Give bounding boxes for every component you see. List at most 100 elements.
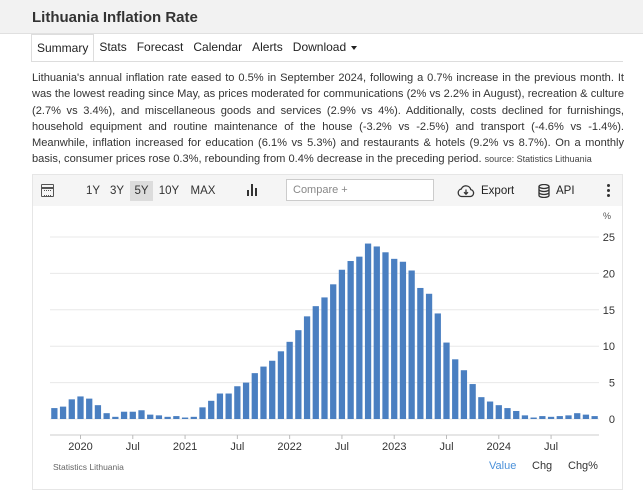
tab-summary[interactable]: Summary: [31, 34, 95, 62]
y-tick-label: 5: [609, 378, 615, 390]
y-axis-unit: %: [603, 211, 611, 221]
chart-bar: [347, 261, 354, 419]
x-tick-label: 2020: [68, 441, 92, 453]
tab-download[interactable]: Download: [288, 34, 362, 62]
x-tick-label: Jul: [126, 441, 140, 453]
chart-bar: [286, 341, 293, 419]
chart-bar: [513, 410, 520, 419]
chart-bar: [225, 393, 232, 419]
database-icon: [538, 183, 550, 198]
compare-input[interactable]: Compare +: [286, 179, 434, 201]
chart-bar: [242, 382, 250, 419]
chart-toolbar: 1Y 3Y 5Y 10Y MAX Compare + Export API: [33, 175, 622, 206]
chart-bar: [425, 293, 433, 419]
tab-divider: [31, 61, 623, 62]
summary-source: source: Statistics Lithuania: [484, 154, 592, 165]
x-tick-label: 2023: [382, 441, 406, 453]
tab-bar: Summary Stats Forecast Calendar Alerts D…: [31, 34, 362, 62]
chart-bar: [547, 416, 555, 419]
chart-bar: [521, 415, 529, 419]
view-chg-button[interactable]: Chg: [532, 460, 553, 472]
chart-bar: [495, 405, 502, 419]
summary-paragraph: Lithuania's annual inflation rate eased …: [32, 72, 624, 166]
range-max[interactable]: MAX: [190, 185, 216, 197]
chart-bar: [356, 256, 363, 419]
range-1y[interactable]: 1Y: [85, 185, 101, 197]
chart-bar: [68, 399, 75, 419]
chart-bar: [120, 411, 128, 419]
chart-bar: [556, 416, 563, 419]
chart-bar: [251, 373, 258, 419]
range-10y[interactable]: 10Y: [158, 185, 180, 197]
chart-bar: [173, 416, 180, 419]
chart-bar: [330, 284, 337, 419]
chart-bar: [312, 306, 319, 419]
tab-alerts[interactable]: Alerts: [252, 40, 283, 54]
chart-bar: [486, 401, 494, 419]
inflation-bar-chart: % 0 5 10 15 20 25 2020 Jul 2021 Jul 2022 Jul 2023 Jul 2…: [50, 211, 615, 453]
x-tick-label: 2024: [487, 441, 511, 453]
export-label: Export: [481, 185, 515, 197]
chart-bar: [530, 417, 537, 419]
title-bar: Lithuania Inflation Rate: [0, 0, 643, 34]
y-tick-label: 10: [603, 341, 615, 353]
chart-bar: [269, 360, 276, 419]
y-tick-label: 15: [603, 305, 615, 317]
chart-bar: [234, 386, 241, 419]
cloud-download-icon: [457, 185, 475, 198]
chart-bar: [504, 408, 511, 419]
chart-bar: [112, 416, 119, 419]
chart-bar: [460, 370, 468, 419]
chart-bar: [338, 269, 346, 419]
chart-bar: [77, 396, 84, 419]
chart-bar: [147, 414, 154, 419]
api-button[interactable]: API: [538, 182, 575, 200]
tab-forecast[interactable]: Forecast: [136, 40, 184, 54]
chart-bar: [295, 330, 302, 419]
chart-bar: [138, 410, 145, 419]
chart-bar: [469, 384, 476, 419]
chart-bar: [382, 252, 389, 419]
more-vertical-icon[interactable]: [605, 183, 611, 199]
chart-bar: [582, 414, 590, 419]
x-tick-label: 2021: [173, 441, 197, 453]
summary-text: Lithuania's annual inflation rate eased …: [32, 70, 624, 168]
x-tick-label: Jul: [335, 441, 349, 453]
chart-bar: [216, 393, 224, 419]
chart-bar: [443, 342, 450, 419]
chart-source: Statistics Lithuania: [53, 462, 124, 472]
api-label: API: [556, 185, 575, 197]
y-tick-label: 25: [603, 232, 615, 244]
chart-bar: [59, 406, 67, 419]
chart-bar: [94, 405, 102, 419]
tab-download-label: Download: [292, 40, 347, 54]
x-tick-label: Jul: [544, 441, 558, 453]
caret-down-icon: [351, 45, 358, 50]
chart-bar: [364, 243, 372, 419]
bar-chart-icon[interactable]: [247, 184, 259, 196]
chart-bar: [408, 270, 415, 419]
range-5y[interactable]: 5Y: [130, 181, 153, 201]
tab-stats[interactable]: Stats: [99, 40, 127, 54]
chart-bar: [164, 416, 171, 419]
chart-bar: [565, 415, 572, 419]
calendar-icon[interactable]: [41, 184, 54, 197]
chart-bar: [86, 398, 93, 419]
chart-bar: [478, 397, 485, 419]
chart-bar: [417, 287, 424, 419]
x-tick-label: Jul: [230, 441, 244, 453]
chart-bar: [260, 366, 267, 419]
chart-bar: [321, 297, 328, 419]
view-chg-percent-button[interactable]: Chg%: [568, 460, 598, 472]
x-tick-label: Jul: [439, 441, 453, 453]
view-value-button[interactable]: Value: [489, 460, 517, 472]
chart-bar: [539, 416, 546, 419]
export-button[interactable]: Export: [457, 182, 514, 200]
chart-bar: [190, 416, 197, 419]
chart-bar: [391, 258, 398, 419]
chart-bar: [303, 316, 311, 419]
chart-bar: [51, 408, 58, 419]
tab-calendar[interactable]: Calendar: [193, 40, 243, 54]
chart-bar: [199, 407, 206, 419]
range-3y[interactable]: 3Y: [109, 185, 125, 197]
